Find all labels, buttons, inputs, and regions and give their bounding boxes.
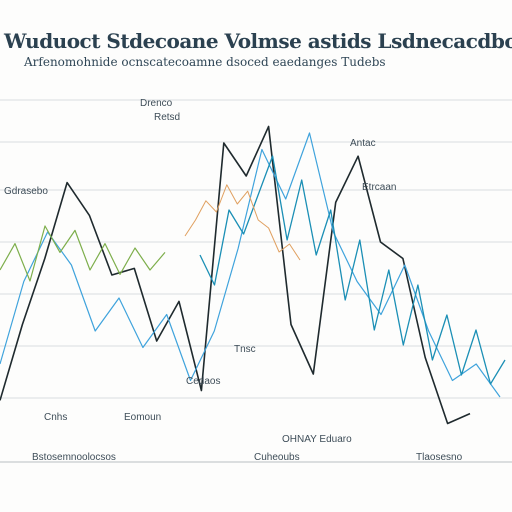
annotation-label: Drenco bbox=[140, 98, 173, 109]
footer-left-label: Bstosemnoolocsos bbox=[32, 452, 116, 463]
chart-title: Wuduoct Stdecoane Volmse astids Lsdnecac… bbox=[3, 29, 512, 53]
annotation-label: Cedaos bbox=[186, 376, 220, 387]
gridlines bbox=[0, 99, 512, 463]
series-layer bbox=[0, 125, 506, 425]
annotation-label: Retsd bbox=[154, 112, 180, 123]
series-line bbox=[199, 155, 506, 385]
footer-right-label: Tlaosesno bbox=[416, 452, 463, 463]
annotation-label: Cnhs bbox=[44, 412, 67, 423]
chart-subtitle: Arfenomohnide ocnscatecoamne dsoced eaed… bbox=[23, 55, 386, 69]
annotation-label: Antac bbox=[350, 138, 376, 149]
annotation-label: Tnsc bbox=[234, 344, 256, 355]
series-line bbox=[184, 184, 301, 261]
annotation-label: Eomoun bbox=[124, 412, 161, 423]
annotation-label: OHNAY Eduaro bbox=[282, 434, 352, 445]
annotations: Drenco Retsd Antac Gdrasebo Etrcaan Tnsc… bbox=[4, 98, 396, 445]
series-line bbox=[0, 225, 166, 282]
series-line bbox=[0, 125, 471, 425]
series-line bbox=[0, 132, 501, 398]
annotation-label: Gdrasebo bbox=[4, 186, 48, 197]
footer-center-label: Cuheoubs bbox=[254, 452, 300, 463]
annotation-label: Etrcaan bbox=[362, 182, 396, 193]
